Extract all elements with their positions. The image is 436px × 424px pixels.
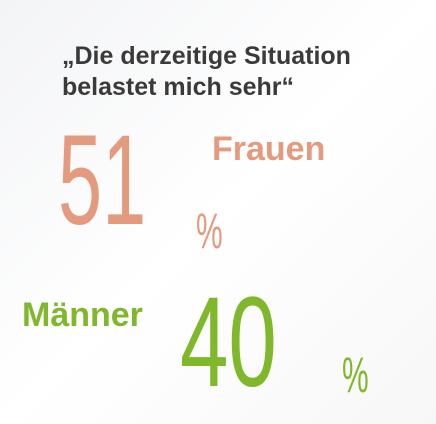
title-line: belastet mich sehr“: [62, 73, 294, 101]
item-unit: %: [342, 347, 369, 403]
title-line: „Die derzeitige Situation: [62, 42, 351, 70]
item-label: Männer: [22, 296, 143, 334]
item-label: Frauen: [212, 130, 325, 168]
item-value: 51: [58, 109, 146, 252]
item-value: 40: [180, 271, 277, 414]
item-unit: %: [196, 203, 223, 259]
